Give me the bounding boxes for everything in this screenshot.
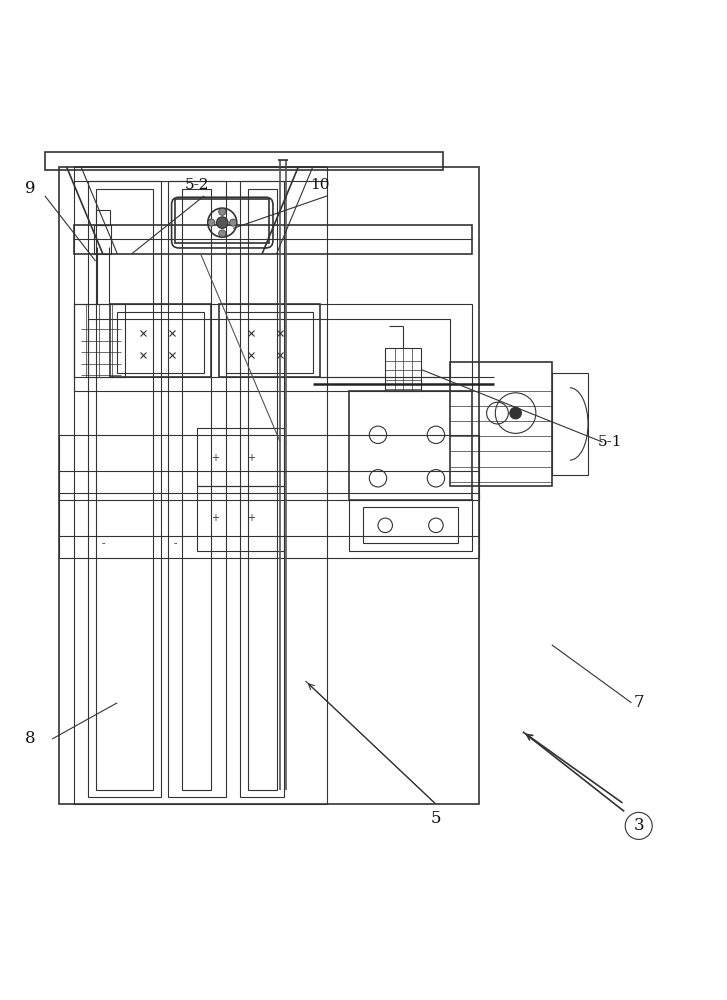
Text: -: - [174,538,177,548]
Text: +: + [211,453,219,463]
Bar [74,225,472,254]
Bar [45,152,443,170]
Bar [88,181,161,797]
Circle shape [219,208,226,215]
Bar [175,199,269,243]
Text: 8: 8 [25,730,36,747]
Bar [226,312,313,373]
Text: 5: 5 [430,810,441,827]
Text: 10: 10 [310,178,330,192]
Bar [168,181,226,797]
Bar [241,181,284,797]
Bar [451,362,552,486]
Bar [182,189,212,790]
Bar [197,428,284,486]
Text: 5-1: 5-1 [598,435,622,449]
Bar [60,493,479,558]
Bar [95,189,153,790]
Circle shape [510,407,521,419]
Bar [88,319,451,377]
Text: +: + [247,513,255,523]
Text: 9: 9 [25,180,36,197]
Bar [197,486,284,551]
Bar [248,189,276,790]
Circle shape [219,230,226,237]
Bar [117,312,204,373]
Bar [94,225,111,254]
Bar [95,210,110,225]
Bar [385,348,422,391]
Bar [552,373,588,475]
Bar [219,304,320,377]
Circle shape [217,217,228,228]
Circle shape [230,219,237,226]
Bar [74,304,124,377]
Bar [364,507,458,543]
Bar [74,167,327,804]
Bar [110,304,212,377]
Bar [60,167,479,804]
Text: 5-2: 5-2 [185,178,209,192]
Bar [60,435,479,500]
Text: 7: 7 [633,694,644,711]
Text: +: + [247,453,255,463]
Text: 3: 3 [633,817,644,834]
Text: -: - [101,538,105,548]
Bar [349,500,472,551]
Circle shape [208,219,215,226]
Bar [74,304,472,391]
Bar [349,391,472,500]
Text: +: + [211,513,219,523]
